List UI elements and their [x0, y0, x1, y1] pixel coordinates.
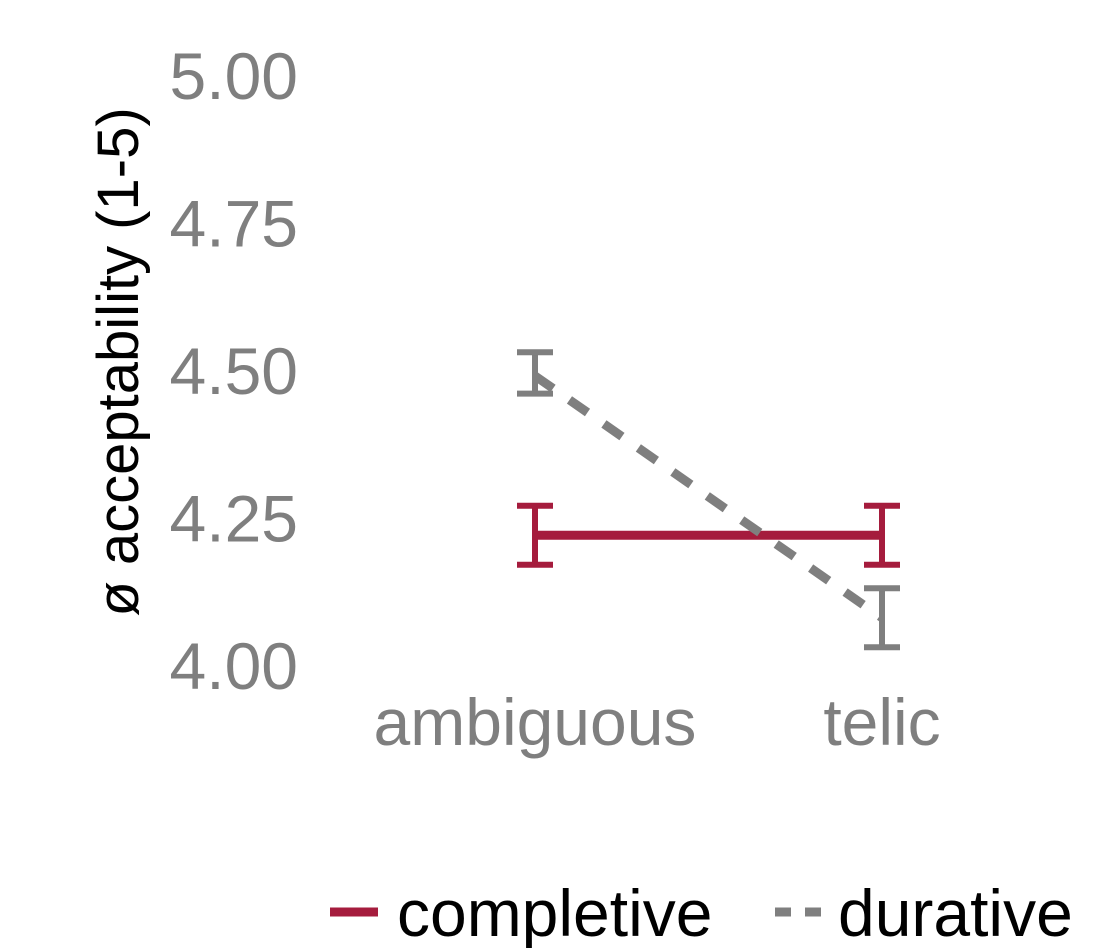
- y-tick-label: 4.50: [170, 334, 298, 408]
- error-bar-durative: [517, 349, 553, 397]
- series-line-durative: [532, 372, 885, 622]
- y-axis-ticks: 4.00 4.25 4.50 4.75 5.00: [170, 39, 298, 703]
- legend: completive durative: [330, 876, 1073, 948]
- y-axis-label: ø acceptability (1-5): [86, 107, 151, 616]
- plot-area: [517, 349, 900, 651]
- x-tick-label: ambiguous: [374, 685, 697, 759]
- x-axis-ticks: ambiguous telic: [374, 685, 941, 759]
- x-tick-label: telic: [823, 685, 940, 759]
- y-tick-label: 5.00: [170, 39, 298, 113]
- y-tick-label: 4.25: [170, 482, 298, 556]
- legend-label-completive: completive: [397, 876, 712, 948]
- y-tick-label: 4.00: [170, 629, 298, 703]
- legend-label-durative: durative: [838, 876, 1073, 948]
- y-tick-label: 4.75: [170, 187, 298, 261]
